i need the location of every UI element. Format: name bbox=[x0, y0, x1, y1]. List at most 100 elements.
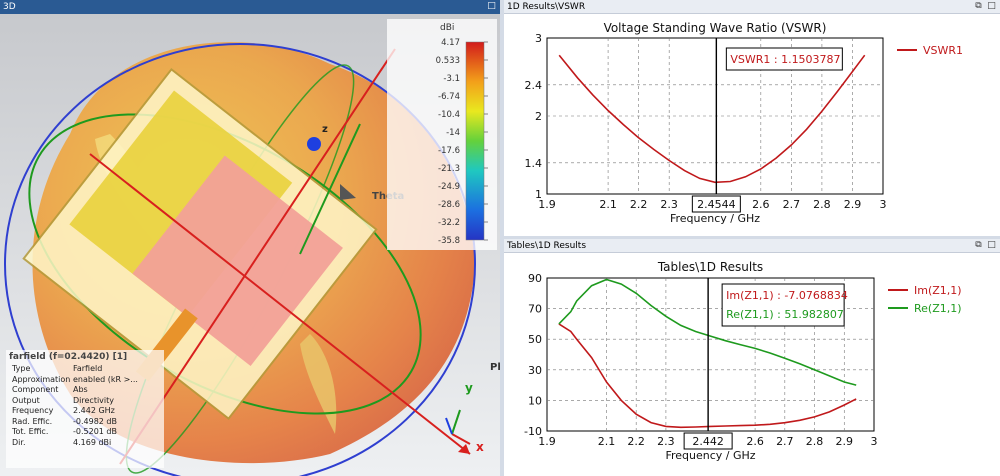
colorbar-tick-label: -24.9 bbox=[438, 182, 460, 192]
y-tick-label: 1.4 bbox=[525, 157, 543, 170]
info-value: Farfield bbox=[73, 364, 103, 373]
y-tick-label: 90 bbox=[528, 272, 542, 285]
series-line-VSWR1 bbox=[558, 54, 866, 184]
antenna-model bbox=[22, 67, 378, 421]
x-axis-label: Frequency / GHz bbox=[670, 212, 760, 225]
x-label: x bbox=[476, 440, 484, 454]
restore-icon[interactable]: ⧉ bbox=[975, 1, 982, 11]
x-tick-label: 2.2 bbox=[627, 435, 645, 448]
y-axis-line bbox=[299, 123, 361, 255]
colorbar-tick-label: 4.17 bbox=[441, 38, 460, 48]
info-row: Rad. Effic. -0.4982 dB bbox=[6, 417, 164, 428]
marker-x-tick-label: 2.442 bbox=[692, 435, 724, 448]
info-row: Approximation enabled (kR >... bbox=[6, 375, 164, 386]
info-row: Dir. 4.169 dBi bbox=[6, 438, 164, 449]
x-tick-label: 2.1 bbox=[598, 435, 616, 448]
z-axis-marker bbox=[307, 137, 321, 151]
legend-label: VSWR1 bbox=[923, 44, 963, 57]
axis-line-x bbox=[89, 153, 471, 455]
info-row: Type Farfield bbox=[6, 364, 164, 375]
chart-title: Tables\1D Results bbox=[657, 260, 763, 274]
maximize-icon[interactable]: □ bbox=[487, 1, 496, 11]
info-key: Component bbox=[12, 385, 59, 394]
colorbar-tick-label: -10.4 bbox=[438, 110, 460, 120]
colorbar-tick-label: -28.6 bbox=[438, 200, 460, 210]
info-key: Output bbox=[12, 395, 40, 405]
y-tick-label: 2 bbox=[535, 110, 542, 123]
info-value: Directivity bbox=[73, 395, 115, 405]
x-tick-label: 2.7 bbox=[783, 198, 801, 211]
x-tick-label: 3 bbox=[880, 198, 887, 211]
x-arrowhead bbox=[458, 444, 470, 454]
colorbar-ticks: 4.17 0.533 -3.1 -6.74 -10.4 -14 -17.6 -21.3 -24.… bbox=[436, 38, 488, 246]
series-line-Re(Z1,1) bbox=[558, 278, 857, 386]
y-tick-label: 3 bbox=[535, 32, 542, 45]
legend-label: Re(Z1,1) bbox=[914, 302, 962, 315]
theta-arrow-icon bbox=[340, 184, 356, 200]
colorbar-gradient bbox=[465, 41, 485, 241]
colorbar-tick-label: 0.533 bbox=[436, 56, 460, 66]
marker-value-label: Re(Z1,1) : 51.982807 bbox=[726, 308, 844, 321]
marker-x-tick-label: 2.4544 bbox=[697, 198, 736, 211]
impedance-panel-titlebar: Tables\1D Results bbox=[504, 239, 1000, 253]
panel-title: 3D bbox=[3, 2, 16, 12]
phi-label: Ph bbox=[490, 362, 500, 373]
x-tick-label: 2.2 bbox=[630, 198, 648, 211]
vswr-panel[interactable]: 1D Results\VSWR ⧉ □ Voltage Standing Wav… bbox=[504, 0, 1000, 236]
y-tick-label: 1 bbox=[535, 188, 542, 201]
x-tick-label: 2.1 bbox=[599, 198, 617, 211]
x-tick-label: 1.9 bbox=[538, 435, 556, 448]
restore-icon[interactable]: ⧉ bbox=[975, 240, 982, 250]
x-tick-label: 2.8 bbox=[806, 435, 824, 448]
marker-value-label: VSWR1 : 1.1503787 bbox=[730, 53, 840, 66]
y-tick-label: 10 bbox=[528, 394, 542, 407]
colorbar-tick-label: -35.8 bbox=[438, 236, 460, 246]
axis-line-red bbox=[119, 48, 396, 465]
x-tick-label: 2.9 bbox=[844, 198, 862, 211]
info-value: 4.169 dBi bbox=[73, 437, 112, 447]
marker-value-box bbox=[725, 47, 843, 71]
impedance-chart[interactable]: Tables\1D Results 1.9 2.1 2.2 2.3 2.442 2.6 2.7… bbox=[504, 253, 1000, 476]
y-tick-label: -10 bbox=[524, 425, 542, 438]
colorbar-tick-label: -3.1 bbox=[443, 74, 460, 84]
vswr-chart[interactable]: Voltage Standing Wave Ratio (VSWR) 1.9 2.1… bbox=[504, 14, 1000, 236]
colorbar-tick-label: -17.6 bbox=[438, 146, 460, 156]
info-row: Output Directivity bbox=[6, 396, 164, 407]
impedance-panel[interactable]: Tables\1D Results ⧉ □ Tables\1D Results 1… bbox=[504, 239, 1000, 476]
info-key: Dir. bbox=[12, 437, 26, 447]
info-key: Tot. Effic. bbox=[12, 427, 49, 436]
x-axis-label: Frequency / GHz bbox=[665, 449, 755, 462]
info-key: Approximation bbox=[12, 374, 71, 384]
y-tick-label: 50 bbox=[528, 333, 542, 346]
phi-circle bbox=[4, 43, 476, 476]
marker-value-label: Im(Z1,1) : -7.0768834 bbox=[726, 289, 848, 302]
info-key: Type bbox=[12, 364, 31, 373]
colorbar-tick-label: -32.2 bbox=[438, 218, 460, 228]
maximize-icon[interactable]: □ bbox=[987, 240, 996, 250]
farfield-3d-panel[interactable]: 3D □ bbox=[0, 0, 500, 476]
x-tick-label: 2.3 bbox=[660, 198, 678, 211]
info-row: Tot. Effic. -0.5201 dB bbox=[6, 427, 164, 438]
vswr-panel-titlebar: 1D Results\VSWR bbox=[504, 0, 1000, 14]
info-key: Rad. Effic. bbox=[12, 416, 53, 426]
impedance-panel-title: Tables\1D Results bbox=[507, 241, 587, 251]
info-key: Frequency bbox=[12, 406, 54, 415]
x-tick-label: 2.8 bbox=[813, 198, 831, 211]
maximize-icon[interactable]: □ bbox=[987, 1, 996, 11]
farfield-panel-titlebar: 3D bbox=[0, 0, 500, 14]
chart-title: Voltage Standing Wave Ratio (VSWR) bbox=[604, 21, 827, 35]
farfield-3d-view[interactable]: z Theta Ph y x dBi 4.170.533-3.1-6.74-10… bbox=[0, 14, 500, 476]
x-tick-label: 1.9 bbox=[538, 198, 556, 211]
colorbar-unit: dBi bbox=[440, 23, 454, 33]
series-line-Im(Z1,1) bbox=[558, 323, 857, 429]
info-title: farfield (f=02.4420) [1] bbox=[9, 352, 128, 362]
marker-x-box bbox=[683, 432, 733, 450]
marker-x-box bbox=[691, 195, 741, 213]
y-tick-label: 2.4 bbox=[525, 79, 543, 92]
x-tick-label: 2.3 bbox=[657, 435, 675, 448]
info-value: 2.442 GHz bbox=[73, 406, 115, 415]
info-row: Frequency 2.442 GHz bbox=[6, 406, 164, 417]
info-value: -0.4982 dB bbox=[73, 416, 117, 426]
x-tick-label: 3 bbox=[871, 435, 878, 448]
legend-label: Im(Z1,1) bbox=[914, 284, 962, 297]
